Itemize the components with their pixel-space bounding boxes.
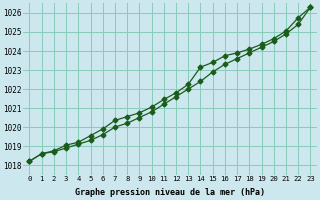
X-axis label: Graphe pression niveau de la mer (hPa): Graphe pression niveau de la mer (hPa)	[75, 188, 265, 197]
